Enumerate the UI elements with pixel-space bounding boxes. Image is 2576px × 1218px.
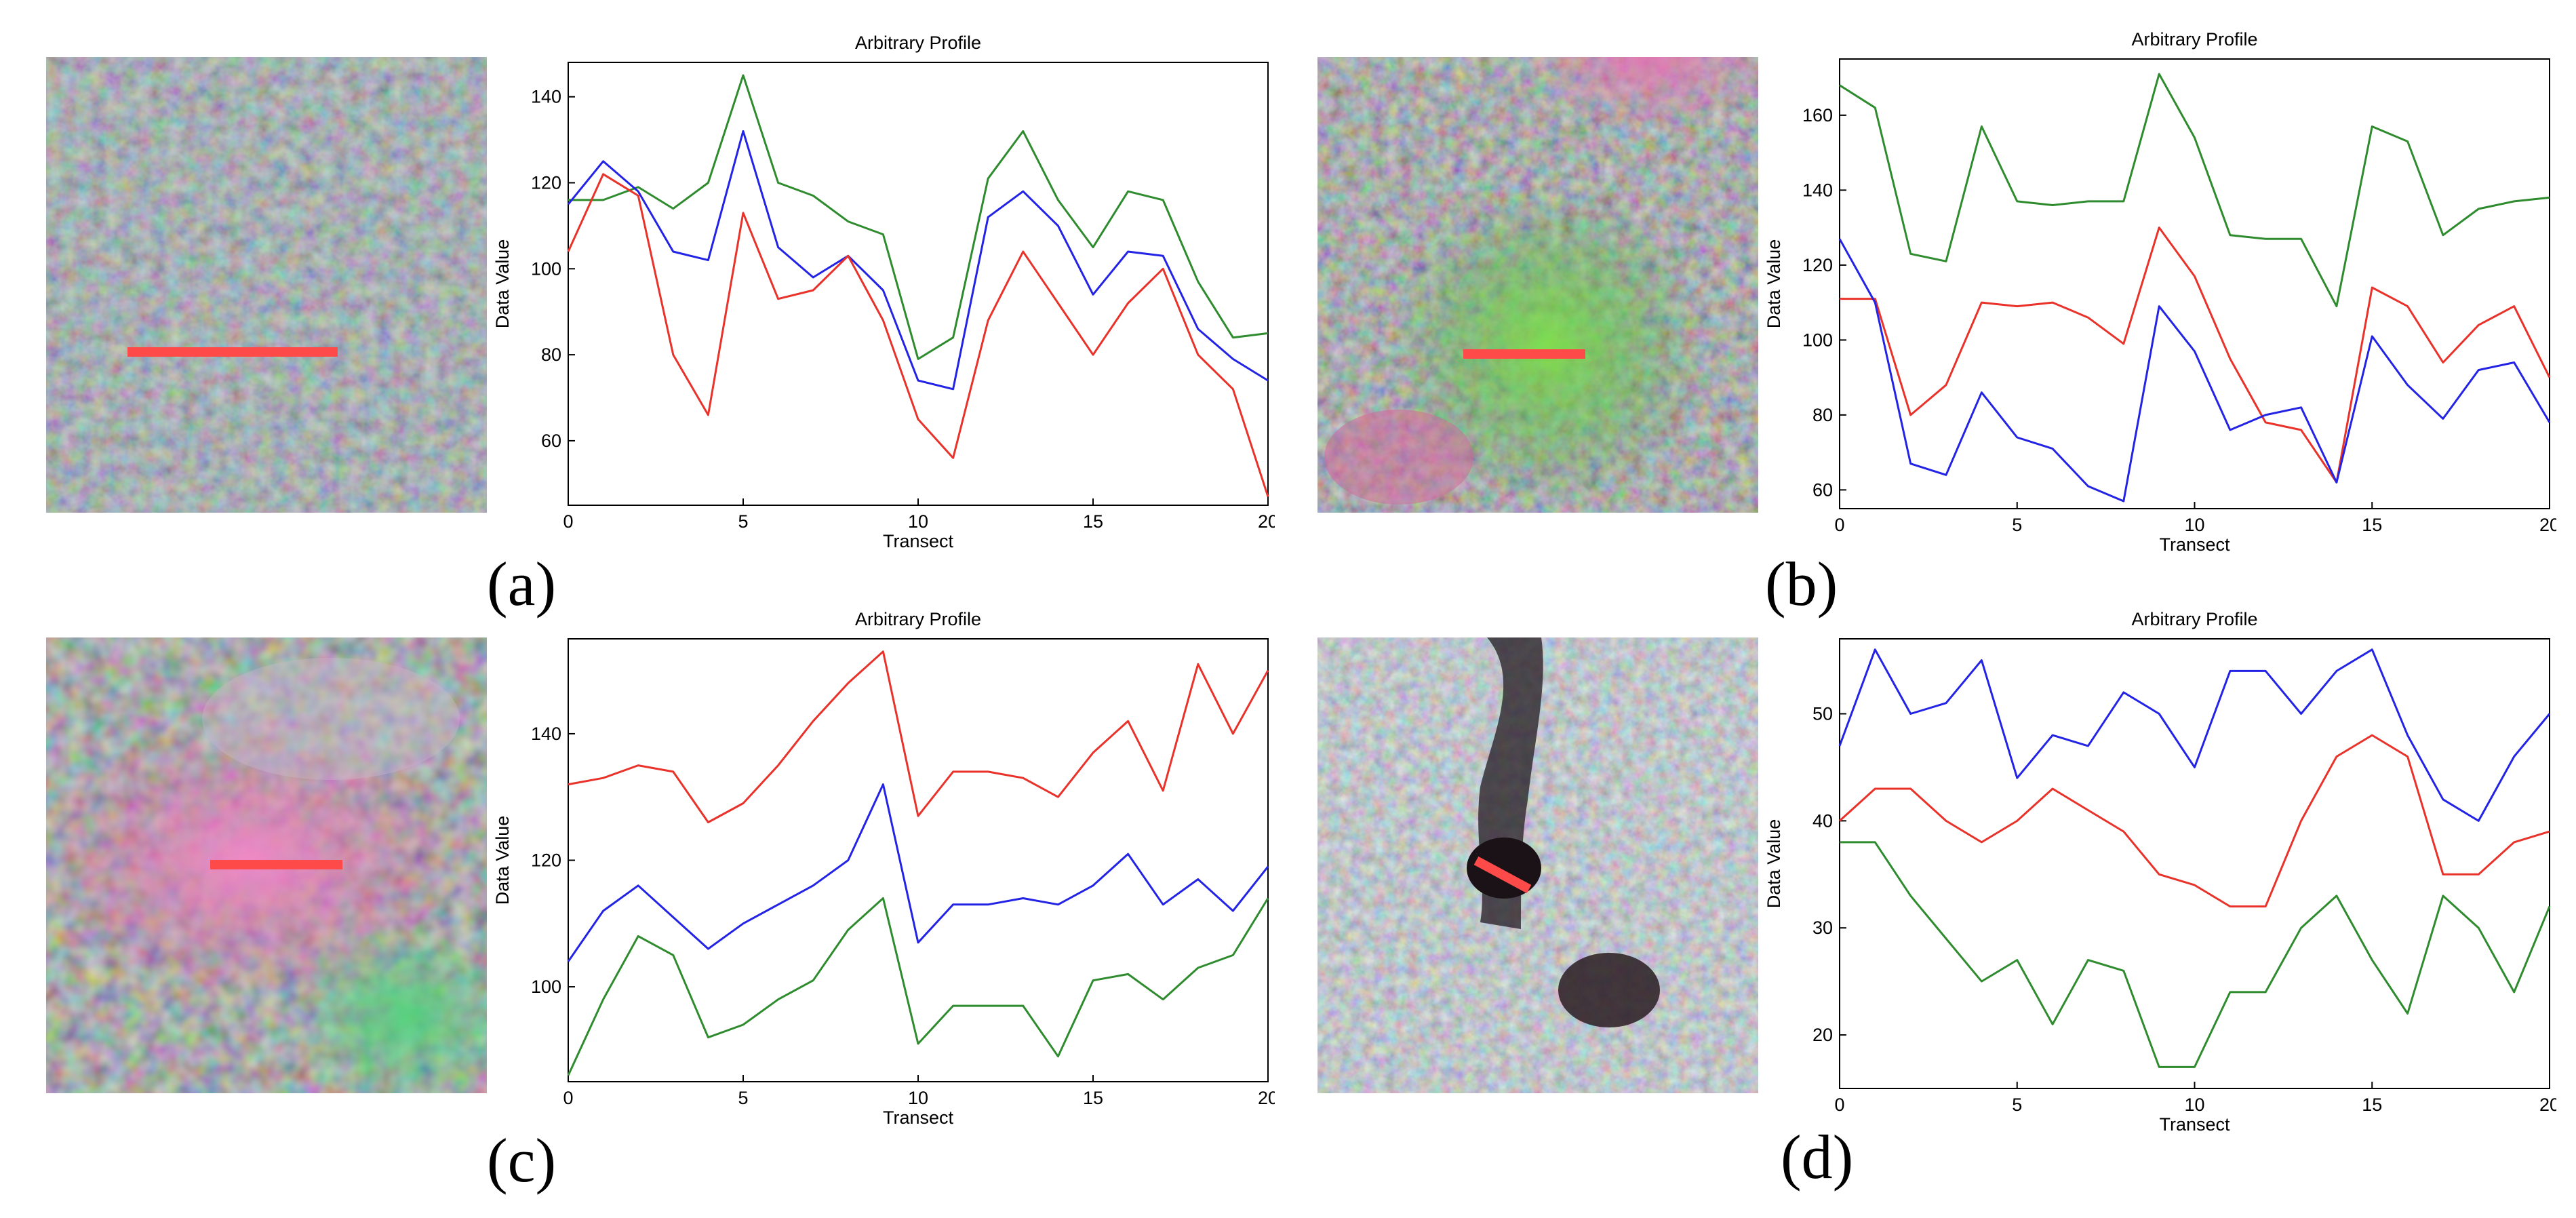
series-blue <box>567 783 1269 962</box>
series-line-blue <box>567 783 1269 962</box>
y-tick-label: 140 <box>1802 180 1833 200</box>
x-tick-label: 0 <box>563 511 573 532</box>
x-tick-label: 20 <box>1258 511 1275 532</box>
x-tick-label: 10 <box>908 511 928 532</box>
x-tick-label: 15 <box>1083 511 1103 532</box>
x-tick-label: 5 <box>738 1088 748 1108</box>
x-tick-label: 20 <box>2539 1095 2556 1115</box>
chart-title: Arbitrary Profile <box>855 609 981 629</box>
x-tick-label: 15 <box>2362 515 2382 535</box>
transect-line <box>1473 856 1532 894</box>
plot-frame <box>1839 638 2550 1089</box>
series-red <box>567 173 1269 497</box>
x-tick-label: 0 <box>1834 515 1844 535</box>
y-tick-label: 160 <box>1802 105 1833 125</box>
x-tick-label: 10 <box>2184 1095 2204 1115</box>
x-tick-label: 0 <box>563 1088 573 1108</box>
x-axis-label: Transect <box>883 531 954 551</box>
y-tick-label: 120 <box>1802 255 1833 275</box>
plot-frame <box>568 638 1269 1082</box>
series-green <box>567 897 1269 1076</box>
series-green <box>1839 841 2551 1068</box>
x-axis-label: Transect <box>883 1107 954 1128</box>
x-tick-label: 5 <box>738 511 748 532</box>
y-tick-label: 20 <box>1812 1025 1833 1045</box>
panel-label-d: (d) <box>1781 1122 1854 1192</box>
y-tick-label: 40 <box>1812 810 1833 831</box>
chart-title: Arbitrary Profile <box>2131 609 2257 629</box>
series-line-blue <box>567 130 1269 391</box>
series-blue <box>567 130 1269 391</box>
chart-title: Arbitrary Profile <box>855 33 981 53</box>
y-axis-label: Data Value <box>492 816 513 905</box>
y-tick-label: 140 <box>531 87 561 107</box>
series-line-blue <box>1838 238 2551 503</box>
x-axis-label: Transect <box>2159 1114 2230 1135</box>
y-tick-label: 120 <box>531 173 561 193</box>
y-tick-label: 140 <box>531 724 561 744</box>
series-line-green <box>1840 841 2551 1068</box>
y-tick-label: 100 <box>531 258 561 279</box>
x-tick-label: 15 <box>2362 1095 2382 1115</box>
x-tick-label: 10 <box>908 1088 928 1108</box>
y-axis-label: Data Value <box>1764 239 1784 329</box>
panel-label-a: (a) <box>487 549 557 618</box>
x-tick-label: 5 <box>2012 1095 2022 1115</box>
panel-label-c: (c) <box>487 1126 557 1195</box>
series-line-green <box>1839 73 2550 308</box>
series-line-blue <box>1838 648 2551 822</box>
series-line-green <box>568 74 1269 360</box>
y-tick-label: 80 <box>541 345 561 365</box>
y-tick-label: 100 <box>1802 330 1833 350</box>
plot-frame <box>1839 58 2550 509</box>
panel-label-b: (b) <box>1765 549 1838 618</box>
chart-c: Arbitrary Profile 0 5 10 15 20 100 120 140 Transe… <box>475 597 1278 1133</box>
panel-b-image <box>1317 57 1758 513</box>
y-tick-label: 30 <box>1812 918 1833 938</box>
series-line-red <box>1840 227 2551 484</box>
x-tick-label: 20 <box>1258 1088 1275 1108</box>
chart-title: Arbitrary Profile <box>2131 29 2257 50</box>
y-axis-label: Data Value <box>1764 819 1784 909</box>
series-green <box>568 74 1269 360</box>
series-blue <box>1838 238 2551 503</box>
y-tick-label: 50 <box>1812 704 1833 724</box>
series-line-red <box>1838 734 2550 908</box>
series-green <box>1839 73 2550 308</box>
panel-a-image <box>46 57 487 513</box>
x-tick-label: 10 <box>2184 515 2204 535</box>
chart-a: Arbitrary Profile 0 5 10 15 20 60 80 100 120 140 Tr… <box>475 20 1278 556</box>
y-tick-label: 60 <box>1812 479 1833 500</box>
chart-d: Arbitrary Profile 0 5 10 15 20 20 30 40 50 Transec… <box>1746 597 2560 1139</box>
x-tick-label: 5 <box>2012 515 2022 535</box>
y-tick-label: 60 <box>541 431 561 451</box>
x-axis-label: Transect <box>2159 534 2230 555</box>
y-tick-label: 80 <box>1812 405 1833 425</box>
panel-c-image <box>46 637 487 1093</box>
x-tick-label: 15 <box>1083 1088 1103 1108</box>
y-axis-label: Data Value <box>492 239 513 329</box>
panel-d-image <box>1317 637 1758 1093</box>
x-tick-label: 20 <box>2539 515 2556 535</box>
series-line-red <box>568 650 1269 823</box>
x-tick-label: 0 <box>1834 1095 1844 1115</box>
series-blue <box>1838 648 2551 822</box>
series-line-red <box>567 173 1269 497</box>
series-red <box>568 650 1269 823</box>
series-line-green <box>567 897 1269 1076</box>
series-red <box>1838 734 2550 908</box>
y-tick-label: 100 <box>531 977 561 997</box>
plot-frame <box>568 62 1269 506</box>
series-red <box>1839 227 2551 484</box>
y-tick-label: 120 <box>531 850 561 871</box>
chart-b: Arbitrary Profile 0 5 10 15 20 60 80 100 120 140 16… <box>1746 17 2560 559</box>
